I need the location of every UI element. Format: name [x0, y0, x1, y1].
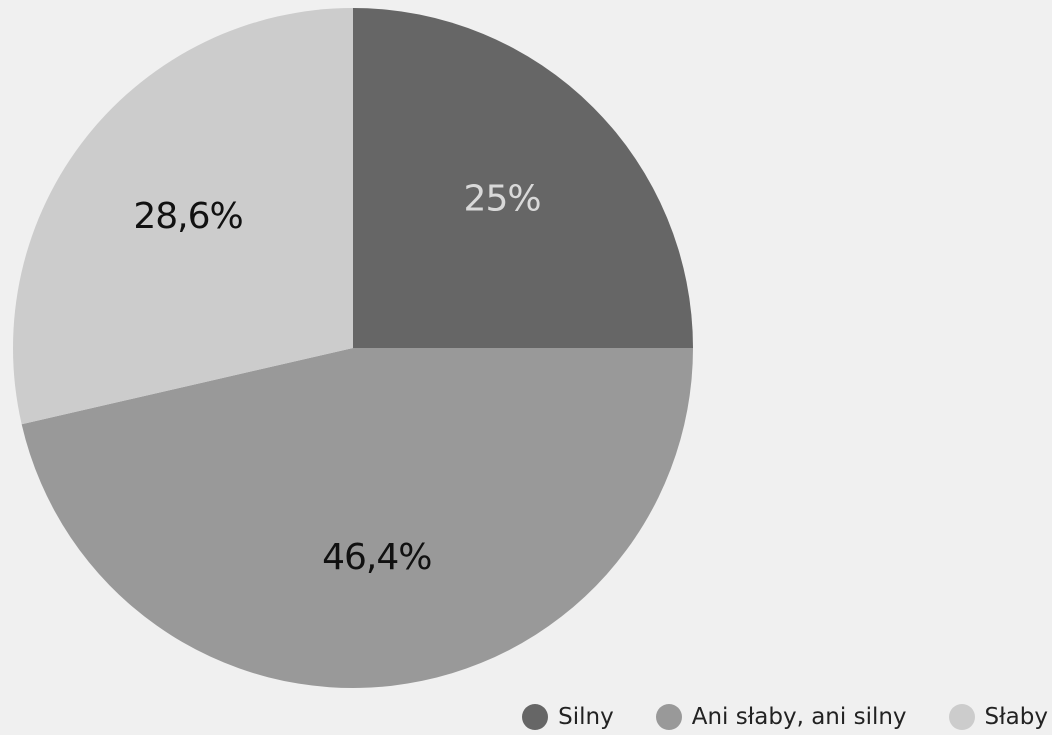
legend-label-ani-slaby-ani-silny: Ani słaby, ani silny [691, 704, 907, 730]
slice-label-slaby: 28,6% [133, 196, 242, 237]
pie-slice-ani-slaby-ani-silny [21, 348, 693, 689]
legend-item-ani-slaby-ani-silny: Ani słaby, ani silny [655, 704, 907, 730]
pie-slice-silny [353, 8, 693, 348]
legend: Silny Ani słaby, ani silny Słaby [522, 704, 1048, 730]
legend-item-slaby: Słaby [948, 704, 1048, 730]
legend-item-silny: Silny [522, 704, 614, 730]
legend-label-slaby: Słaby [984, 704, 1048, 730]
slice-label-ani-slaby-ani-silny: 46,4% [322, 537, 431, 578]
legend-swatch-silny [522, 704, 549, 730]
pie-slice-slaby [13, 8, 354, 425]
legend-label-silny: Silny [558, 704, 614, 730]
legend-swatch-ani-slaby-ani-silny [655, 704, 682, 730]
slice-label-silny: 25% [464, 178, 541, 219]
legend-swatch-slaby [948, 704, 975, 730]
